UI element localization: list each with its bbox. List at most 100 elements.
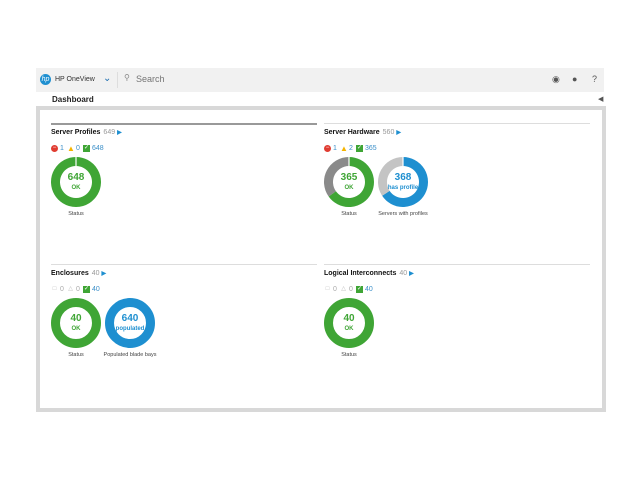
donut-subtitle: populated [115, 326, 145, 332]
status-count: 40 [365, 286, 373, 293]
status-ok[interactable]: ✓ 648 [83, 145, 104, 152]
donut-label: Status [341, 352, 357, 358]
panel-server-hardware: Server Hardware 560 ▶ −1 ▲ 2 ✓ 365 365 OK Statu… [324, 123, 590, 253]
user-icon[interactable]: ● [572, 74, 578, 84]
status-warning-dim[interactable]: △ 0 [67, 286, 80, 293]
panel-divider [51, 123, 317, 125]
panel-enclosures: Enclosures 40 ▶ □ 0 △ 0 ✓ 40 40 OK Status 640 po… [51, 264, 317, 394]
panel-title-text[interactable]: Logical Interconnects [324, 270, 397, 277]
panel-logical-interconnects: Logical Interconnects 40 ▶ □ 0 △ 0 ✓ 40 40 OK St… [324, 264, 590, 394]
panel-divider [324, 123, 590, 124]
arrow-right-icon[interactable]: ▶ [409, 271, 414, 277]
hp-logo-icon[interactable]: hp [40, 74, 51, 85]
error-icon: − [51, 145, 58, 152]
status-ok[interactable]: ✓ 365 [356, 145, 377, 152]
donut-value: 365 [340, 172, 358, 183]
donut-value: 368 [394, 172, 412, 183]
arrow-right-icon[interactable]: ▶ [396, 130, 401, 136]
donut-value: 640 [121, 313, 139, 324]
donut-chart[interactable]: 365 OK [324, 157, 374, 207]
panel-title[interactable]: Server Profiles 649 ▶ [51, 129, 122, 136]
donut-label: Populated blade bays [103, 352, 157, 358]
warning-icon: ▲ [340, 144, 348, 153]
donut-label: Status [68, 352, 84, 358]
donut-segment [328, 157, 374, 207]
panel-title[interactable]: Server Hardware 560 ▶ [324, 129, 401, 136]
status-count: 0 [60, 286, 64, 293]
bell-icon[interactable]: ◉ [552, 74, 560, 84]
dashboard-frame [36, 106, 606, 412]
donut-chart[interactable]: 40 OK [51, 298, 101, 348]
donut-value: 40 [70, 313, 82, 324]
panel-count[interactable]: 40 [399, 270, 408, 277]
page-title: Dashboard [52, 95, 94, 104]
donut-value: 40 [343, 313, 355, 324]
panel-title[interactable]: Enclosures 40 ▶ [51, 270, 106, 277]
status-warning-dim[interactable]: △ 0 [340, 286, 353, 293]
chevron-down-icon[interactable]: ⌄ [103, 73, 112, 84]
warning-icon: △ [341, 286, 346, 292]
status-warning[interactable]: ▲ 0 [67, 144, 80, 153]
status-count: 1 [60, 145, 64, 152]
donut-segment [378, 157, 404, 196]
app-name[interactable]: HP OneView [55, 76, 95, 83]
donut-label: Status [341, 211, 357, 217]
donut-label: Status [68, 211, 84, 217]
panel-title-text[interactable]: Enclosures [51, 270, 89, 277]
search-input[interactable] [134, 73, 338, 85]
help-icon[interactable]: ? [592, 74, 598, 84]
status-count: 2 [349, 145, 353, 152]
donut-subtitle: OK [344, 185, 354, 191]
ok-icon: ✓ [356, 145, 363, 152]
arrow-right-icon[interactable]: ▶ [117, 130, 122, 136]
search-icon: ⚲ [124, 73, 130, 82]
donut-subtitle: OK [71, 326, 81, 332]
donut-segment [51, 298, 101, 348]
donut-segment [324, 298, 374, 348]
status-error[interactable]: −1 [324, 145, 337, 152]
panel-count[interactable]: 560 [382, 129, 395, 136]
status-error[interactable]: −1 [51, 145, 64, 152]
arrow-right-icon[interactable]: ▶ [101, 271, 107, 277]
status-count: 0 [349, 286, 353, 293]
donut-chart[interactable]: 648 OK [51, 156, 101, 207]
disabled-icon: □ [325, 286, 330, 292]
panel-title-text[interactable]: Server Hardware [324, 129, 380, 136]
donut-segment [51, 157, 101, 207]
divider [117, 72, 118, 88]
collapse-icon[interactable]: ◀ [598, 96, 604, 103]
status-count: 365 [365, 145, 377, 152]
donut-chart[interactable]: 40 OK [324, 298, 374, 348]
status-count: 648 [92, 145, 104, 152]
donut-label: Servers with profiles [378, 211, 428, 217]
panel-divider [51, 264, 317, 265]
ok-icon: ✓ [356, 286, 363, 293]
status-disabled[interactable]: □ 0 [51, 286, 64, 293]
status-count: 40 [92, 286, 100, 293]
donut-chart[interactable]: 640 populated [105, 298, 155, 348]
status-disabled[interactable]: □ 0 [324, 286, 337, 293]
donut-chart[interactable]: 368 has profile [378, 157, 428, 207]
status-count: 1 [333, 145, 337, 152]
ok-icon: ✓ [83, 286, 90, 293]
status-ok[interactable]: ✓ 40 [356, 286, 373, 293]
warning-icon: ▲ [67, 144, 75, 153]
panel-divider [324, 264, 590, 265]
warning-icon: △ [68, 286, 73, 292]
status-count: 0 [76, 286, 80, 293]
donut-subtitle: has profile [387, 185, 419, 191]
top-bar: hp HP OneView ⌄ ⚲ ◉ ● ? [36, 68, 604, 92]
status-ok[interactable]: ✓ 40 [83, 286, 100, 293]
ok-icon: ✓ [83, 145, 90, 152]
donut-segment [382, 157, 428, 207]
panel-title-text[interactable]: Server Profiles [51, 129, 101, 136]
donut-segment [105, 298, 155, 348]
status-count: 0 [76, 145, 80, 152]
panel-count[interactable]: 649 [103, 129, 116, 136]
disabled-icon: □ [52, 286, 57, 292]
status-warning[interactable]: ▲ 2 [340, 144, 353, 153]
panel-count[interactable]: 40 [91, 270, 100, 277]
panel-server-profiles: Server Profiles 649 ▶ −1 ▲ 0 ✓ 648 648 OK Statu… [51, 123, 317, 253]
donut-value: 648 [67, 172, 85, 183]
panel-title[interactable]: Logical Interconnects 40 ▶ [324, 270, 414, 277]
